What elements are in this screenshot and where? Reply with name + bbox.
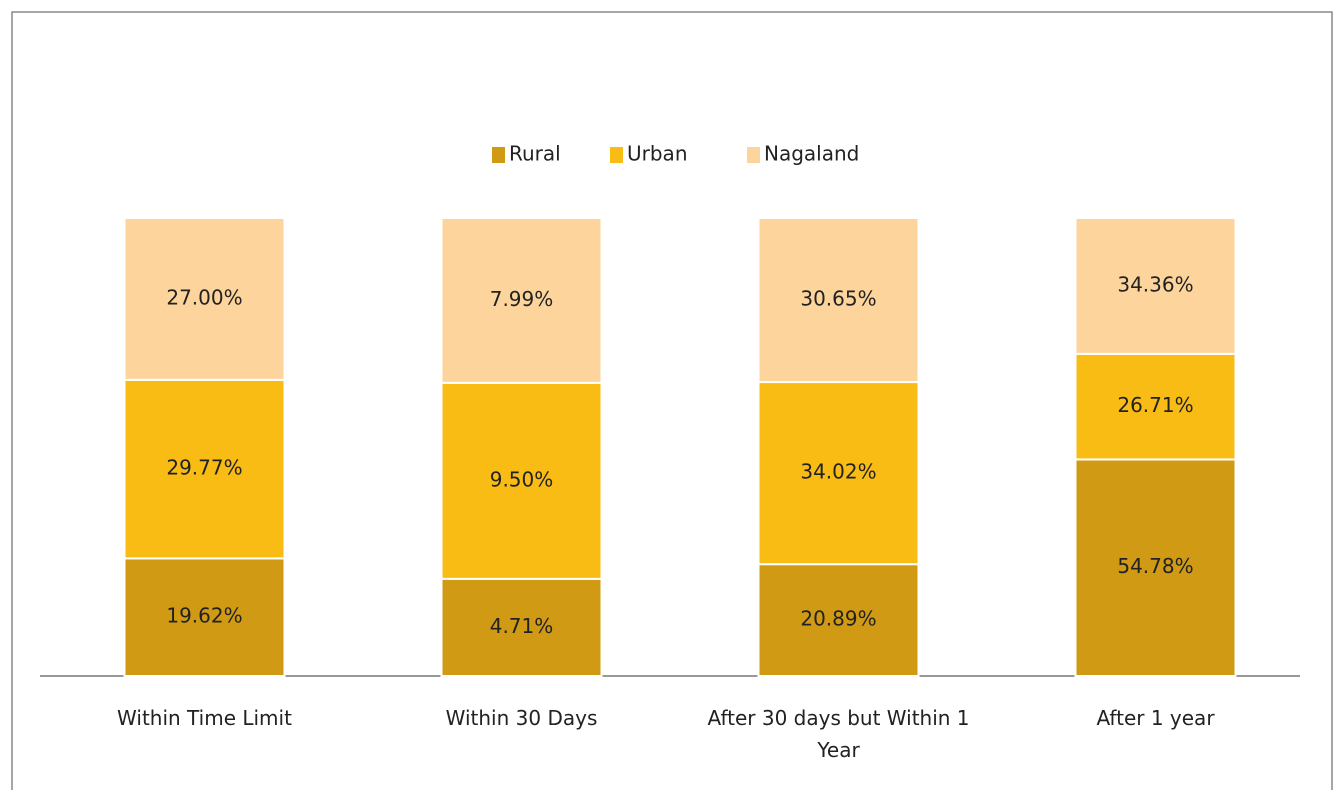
legend-swatch [747, 147, 760, 163]
data-label: 7.99% [490, 287, 554, 311]
data-label: 54.78% [1117, 554, 1193, 578]
bar-segment [757, 563, 920, 678]
legend-label: Nagaland [764, 142, 859, 166]
legend-swatch [610, 147, 623, 163]
data-label: 29.77% [166, 456, 242, 480]
bar-segment [440, 381, 603, 580]
x-tick-label: Within Time Limit [117, 706, 292, 730]
chart-frame [11, 11, 1333, 790]
x-tick-label: After 30 days but Within 1 Year [707, 706, 970, 762]
data-label: 30.65% [800, 287, 876, 311]
data-label: 27.00% [166, 285, 242, 309]
data-label: 26.71% [1117, 393, 1193, 417]
bar-segment [1074, 217, 1237, 355]
legend-label: Rural [509, 142, 561, 166]
bar-segment [123, 557, 286, 677]
data-label: 34.02% [800, 460, 876, 484]
bar-segment [757, 217, 920, 384]
x-tick-label: Within 30 Days [445, 706, 598, 730]
bar-segment [123, 217, 286, 381]
bar-segment [757, 381, 920, 566]
data-label: 34.36% [1117, 272, 1193, 296]
bar-segment [440, 577, 603, 677]
data-label: 19.62% [166, 604, 242, 628]
data-label: 4.71% [490, 614, 554, 638]
bar-segment [1074, 352, 1237, 461]
data-label: 20.89% [800, 607, 876, 631]
bar-segment [440, 217, 603, 384]
data-label: 9.50% [490, 467, 554, 491]
x-tick-label: After 1 year [1096, 706, 1215, 730]
legend-swatch [492, 147, 505, 163]
legend-label: Urban [627, 142, 688, 166]
